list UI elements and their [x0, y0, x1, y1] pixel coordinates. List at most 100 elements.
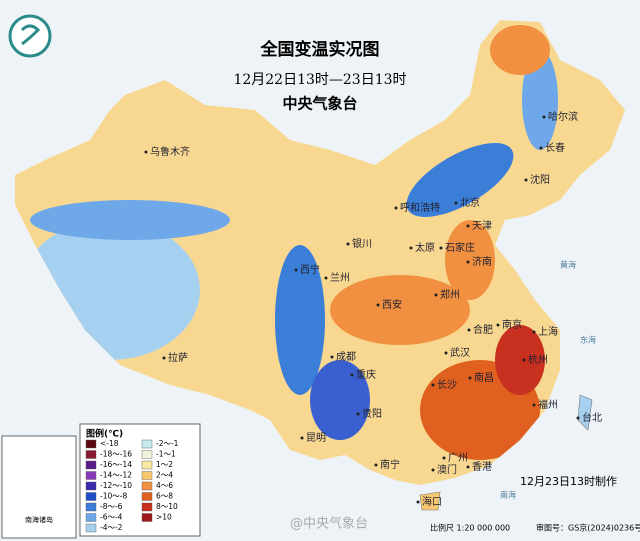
- city-label: 北京: [460, 196, 480, 209]
- city-label: 长春: [545, 142, 565, 154]
- city-dot: [416, 500, 420, 504]
- city-label: 南京: [502, 318, 522, 331]
- subtitle: 12月22日13时—23日13时: [233, 72, 406, 88]
- city-label: 福州: [538, 398, 558, 411]
- city-label: 乌鲁木齐: [150, 145, 190, 158]
- city-dot: [466, 224, 470, 228]
- city-dot: [162, 356, 166, 360]
- city-dot: [431, 383, 435, 387]
- legend-label: -18～-16: [100, 450, 132, 459]
- legend-label: 1～2: [156, 460, 173, 469]
- field-cold: [406, 143, 514, 217]
- legend-label: 8～10: [156, 502, 178, 511]
- city-label: 西安: [382, 298, 402, 311]
- legend-swatch: [141, 439, 153, 449]
- legend-swatch: [85, 523, 97, 533]
- city-dot: [324, 276, 328, 280]
- field-warm: [445, 220, 495, 300]
- city-dot: [409, 246, 413, 250]
- city-dot: [376, 303, 380, 307]
- legend-swatch: [141, 450, 153, 459]
- title: 全国变温实况图: [260, 39, 380, 60]
- city-dot: [442, 456, 446, 460]
- city-dot: [468, 376, 472, 380]
- legend-title: 图例(℃): [86, 428, 123, 440]
- inset-frame: [1, 435, 77, 539]
- city-label: 郑州: [440, 288, 460, 301]
- city-label: 南宁: [380, 458, 400, 471]
- city-label: 太原: [415, 241, 435, 254]
- legend-label: -16～-14: [100, 460, 132, 469]
- made-time: 12月23日13时制作: [520, 475, 617, 488]
- legend-label: <-18: [100, 439, 119, 448]
- legend-swatch: [141, 513, 153, 522]
- city-label: 拉萨: [168, 351, 188, 364]
- city-dot: [434, 293, 438, 297]
- legend-swatch: [141, 502, 153, 512]
- city-label: 石家庄: [445, 241, 475, 254]
- legend-label: -6～-4: [100, 513, 123, 522]
- taiwan: [577, 394, 593, 431]
- city-label: 昆明: [306, 432, 326, 444]
- city-label: 重庆: [356, 368, 376, 381]
- city-dot: [330, 355, 334, 359]
- watermark: @中央气象台: [290, 516, 368, 532]
- city-label: 广州: [448, 452, 468, 464]
- city-dot: [532, 403, 536, 407]
- city-dot: [522, 358, 526, 362]
- logo-mark: [20, 24, 41, 46]
- city-label: 成都: [336, 351, 356, 363]
- city-label: 沈阳: [530, 173, 550, 186]
- city-dot: [350, 373, 354, 377]
- city-dot: [467, 328, 471, 332]
- legend-label: 4～6: [156, 481, 173, 490]
- city-label: 海口: [422, 495, 442, 508]
- city-label: 兰州: [330, 271, 350, 284]
- city-dot: [454, 201, 458, 205]
- city-dot: [300, 436, 304, 440]
- legend-swatch: [85, 502, 97, 512]
- legend-label: -2～-1: [156, 439, 179, 448]
- city-dot: [524, 178, 528, 182]
- legend-label: -10～-8: [100, 492, 127, 501]
- city-dot: [374, 463, 378, 467]
- city-dot: [496, 323, 500, 327]
- city-dot: [466, 260, 470, 264]
- city-dot: [466, 465, 470, 469]
- legend-swatch: [141, 481, 153, 491]
- city-label: 南昌: [474, 371, 494, 384]
- city-label: 上海: [538, 325, 558, 338]
- field-cold: [275, 245, 325, 395]
- field-cool: [522, 50, 558, 150]
- field-cold: [310, 360, 370, 440]
- city-label: 长沙: [437, 379, 457, 391]
- city-dot: [542, 115, 546, 119]
- legend-label: -4～-2: [100, 523, 123, 532]
- city-label: 济南: [472, 255, 492, 268]
- city-dot: [356, 412, 360, 416]
- legend-swatch: [85, 471, 97, 480]
- legend-swatch: [141, 471, 153, 480]
- legend-label: -12～-10: [100, 481, 132, 490]
- field-hot: [495, 325, 545, 395]
- sea-label: 黄海: [560, 260, 576, 270]
- city-label: 杭州: [528, 353, 548, 366]
- city-label: 武汉: [450, 346, 470, 359]
- field-warm: [330, 275, 470, 345]
- legend-swatch: [85, 439, 97, 449]
- city-dot: [431, 468, 435, 472]
- field-warm: [490, 25, 550, 75]
- sea-label: 东海: [580, 335, 596, 345]
- city-dot: [294, 268, 298, 272]
- legend-label: >10: [156, 513, 172, 522]
- hainan: [419, 491, 441, 511]
- legend-swatch: [85, 481, 97, 491]
- field-cool: [30, 200, 230, 240]
- city-label: 贵阳: [362, 407, 382, 420]
- city-dot: [346, 242, 350, 246]
- inset-label: 南海诸岛: [25, 515, 53, 524]
- legend-frame: [79, 423, 201, 537]
- city-label: 香港: [472, 461, 492, 473]
